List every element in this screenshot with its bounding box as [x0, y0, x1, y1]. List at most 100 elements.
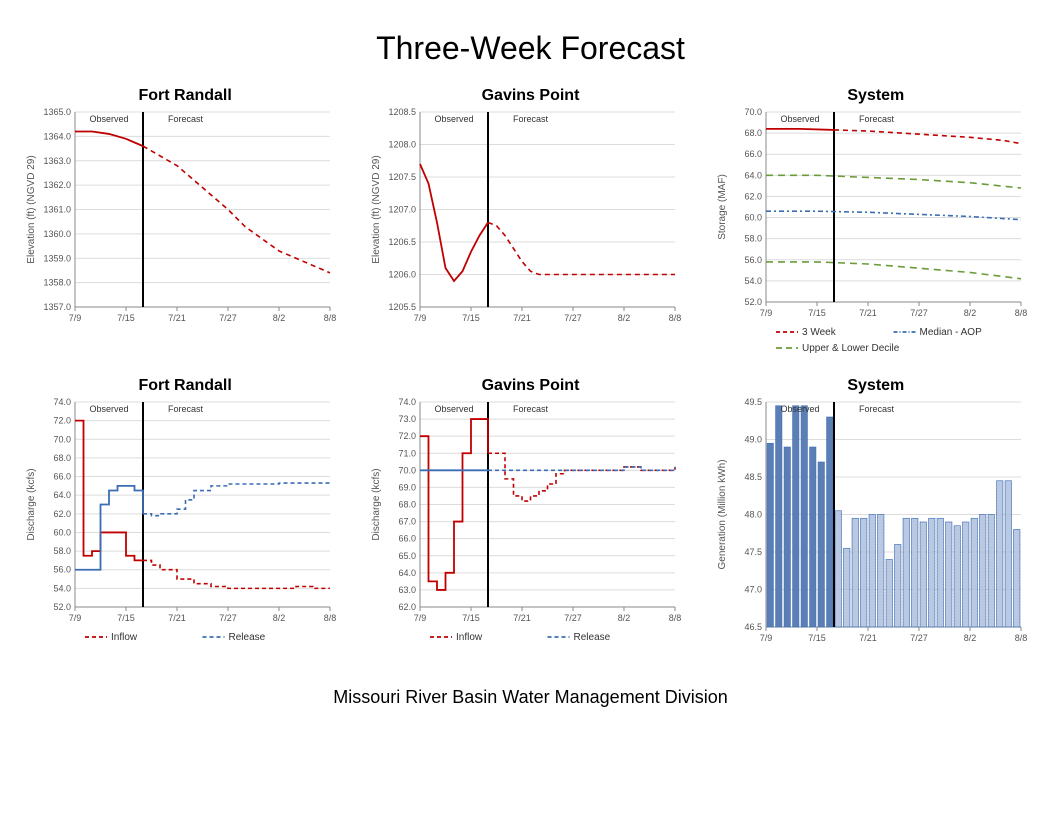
- svg-text:1208.5: 1208.5: [389, 107, 417, 117]
- svg-text:47.5: 47.5: [744, 547, 762, 557]
- svg-text:7/21: 7/21: [859, 633, 877, 643]
- svg-text:63.0: 63.0: [399, 585, 417, 595]
- svg-text:1358.0: 1358.0: [43, 278, 71, 288]
- svg-text:Median - AOP: Median - AOP: [919, 327, 982, 338]
- svg-text:Forecast: Forecast: [513, 114, 549, 124]
- svg-text:66.0: 66.0: [53, 472, 71, 482]
- panel-title: System: [711, 87, 1041, 105]
- svg-text:Elevation (ft) (NGVD 29): Elevation (ft) (NGVD 29): [26, 155, 37, 263]
- svg-text:49.0: 49.0: [744, 435, 762, 445]
- svg-text:7/9: 7/9: [759, 633, 772, 643]
- svg-text:60.0: 60.0: [744, 213, 762, 223]
- svg-text:1206.5: 1206.5: [389, 237, 417, 247]
- svg-text:Forecast: Forecast: [168, 404, 204, 414]
- svg-text:Release: Release: [574, 632, 611, 643]
- svg-text:Storage (MAF): Storage (MAF): [717, 174, 728, 240]
- svg-text:68.0: 68.0: [744, 128, 762, 138]
- svg-text:Release: Release: [229, 632, 266, 643]
- svg-text:67.0: 67.0: [399, 517, 417, 527]
- panel-gp-disch: Gavins Point 62.063.064.065.066.067.068.…: [365, 377, 695, 647]
- panel-sys-storage: System 52.054.056.058.060.062.064.066.06…: [711, 87, 1041, 357]
- svg-text:8/8: 8/8: [324, 313, 337, 323]
- svg-text:72.0: 72.0: [399, 431, 417, 441]
- svg-text:8/8: 8/8: [669, 313, 682, 323]
- svg-text:Elevation (ft) (NGVD 29): Elevation (ft) (NGVD 29): [371, 155, 382, 263]
- svg-text:8/2: 8/2: [273, 313, 286, 323]
- panel-title: Fort Randall: [20, 377, 350, 395]
- svg-text:Forecast: Forecast: [168, 114, 204, 124]
- svg-text:7/27: 7/27: [910, 633, 928, 643]
- svg-text:Discharge (kcfs): Discharge (kcfs): [26, 468, 37, 540]
- svg-text:7/9: 7/9: [414, 313, 427, 323]
- chart-sys-storage: 52.054.056.058.060.062.064.066.068.070.0…: [711, 107, 1031, 357]
- chart-fr-disch: 52.054.056.058.060.062.064.066.068.070.0…: [20, 397, 340, 647]
- svg-text:74.0: 74.0: [399, 397, 417, 407]
- svg-text:Forecast: Forecast: [859, 114, 895, 124]
- svg-text:1207.0: 1207.0: [389, 205, 417, 215]
- svg-text:Upper & Lower Decile: Upper & Lower Decile: [802, 343, 900, 354]
- svg-text:1206.0: 1206.0: [389, 270, 417, 280]
- svg-text:68.0: 68.0: [53, 453, 71, 463]
- svg-text:1363.0: 1363.0: [43, 156, 71, 166]
- page-title: Three-Week Forecast: [20, 30, 1041, 67]
- svg-text:7/9: 7/9: [69, 613, 82, 623]
- svg-text:52.0: 52.0: [744, 297, 762, 307]
- svg-text:1361.0: 1361.0: [43, 205, 71, 215]
- panel-sys-gen: System 46.547.047.548.048.549.049.57/97/…: [711, 377, 1041, 647]
- svg-text:7/15: 7/15: [117, 613, 135, 623]
- svg-text:47.0: 47.0: [744, 585, 762, 595]
- svg-text:Observed: Observed: [89, 114, 128, 124]
- svg-text:Observed: Observed: [435, 404, 474, 414]
- svg-text:8/2: 8/2: [963, 633, 976, 643]
- panel-title: Gavins Point: [365, 87, 695, 105]
- svg-text:1365.0: 1365.0: [43, 107, 71, 117]
- panel-title: System: [711, 377, 1041, 395]
- svg-text:Forecast: Forecast: [859, 404, 895, 414]
- svg-text:62.0: 62.0: [53, 509, 71, 519]
- svg-text:8/2: 8/2: [618, 613, 631, 623]
- svg-text:Discharge (kcfs): Discharge (kcfs): [371, 468, 382, 540]
- panel-fr-elev: Fort Randall 1357.01358.01359.01360.0136…: [20, 87, 350, 357]
- svg-text:68.0: 68.0: [399, 500, 417, 510]
- panel-gp-elev: Gavins Point 1205.5 1206.0 1206.5 1207.0 120…: [365, 87, 695, 357]
- svg-text:7/27: 7/27: [219, 613, 237, 623]
- svg-text:66.0: 66.0: [744, 149, 762, 159]
- svg-text:64.0: 64.0: [399, 568, 417, 578]
- svg-text:64.0: 64.0: [744, 170, 762, 180]
- svg-text:7/9: 7/9: [69, 313, 82, 323]
- panel-fr-disch: Fort Randall 52.054.056.058.060.062.064.…: [20, 377, 350, 647]
- svg-text:72.0: 72.0: [53, 416, 71, 426]
- svg-text:8/2: 8/2: [963, 308, 976, 318]
- svg-text:70.0: 70.0: [53, 434, 71, 444]
- svg-text:69.0: 69.0: [399, 482, 417, 492]
- svg-text:3 Week: 3 Week: [802, 327, 837, 338]
- panel-title: Gavins Point: [365, 377, 695, 395]
- svg-text:7/27: 7/27: [910, 308, 928, 318]
- svg-text:7/15: 7/15: [808, 633, 826, 643]
- svg-text:71.0: 71.0: [399, 448, 417, 458]
- svg-text:Forecast: Forecast: [513, 404, 549, 414]
- footer-text: Missouri River Basin Water Management Di…: [20, 687, 1041, 708]
- svg-text:7/9: 7/9: [414, 613, 427, 623]
- svg-text:62.0: 62.0: [744, 191, 762, 201]
- svg-text:1362.0: 1362.0: [43, 180, 71, 190]
- svg-text:7/27: 7/27: [219, 313, 237, 323]
- svg-text:58.0: 58.0: [53, 546, 71, 556]
- svg-text:66.0: 66.0: [399, 534, 417, 544]
- svg-text:46.5: 46.5: [744, 622, 762, 632]
- svg-text:1205.5: 1205.5: [389, 302, 417, 312]
- chart-gp-elev: 1205.51206.01206.51207.01207.51208.01208…: [365, 107, 685, 327]
- svg-text:Observed: Observed: [435, 114, 474, 124]
- svg-text:8/8: 8/8: [1014, 308, 1027, 318]
- svg-text:Observed: Observed: [780, 114, 819, 124]
- svg-text:52.0: 52.0: [53, 602, 71, 612]
- svg-text:54.0: 54.0: [744, 276, 762, 286]
- svg-text:Inflow: Inflow: [111, 632, 138, 643]
- svg-text:49.5: 49.5: [744, 397, 762, 407]
- panel-title: Fort Randall: [20, 87, 350, 105]
- svg-text:64.0: 64.0: [53, 490, 71, 500]
- svg-text:70.0: 70.0: [744, 107, 762, 117]
- svg-text:1360.0: 1360.0: [43, 229, 71, 239]
- svg-text:7/9: 7/9: [759, 308, 772, 318]
- svg-text:7/27: 7/27: [565, 613, 583, 623]
